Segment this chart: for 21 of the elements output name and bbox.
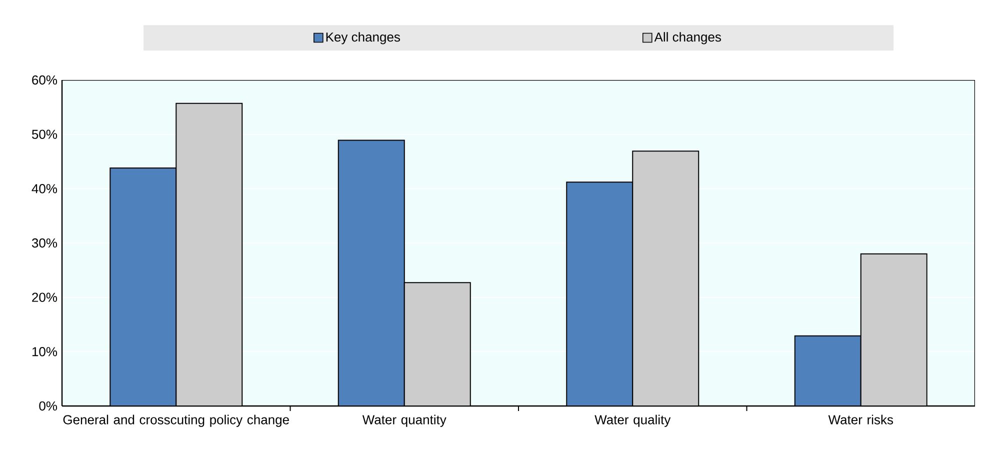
bar [860, 253, 928, 406]
y-tick-label: 40% [32, 184, 58, 194]
bar [404, 282, 471, 406]
x-tick-label: General and crosscuting policy change [63, 414, 289, 427]
bar [632, 150, 700, 406]
y-tick-label: 0% [39, 401, 58, 411]
legend-label: Key changes [326, 32, 400, 44]
x-tick-label: Water quantity [362, 414, 446, 427]
legend-label: All changes [654, 32, 721, 44]
y-tick-label: 50% [32, 130, 58, 139]
y-tick-label: 20% [32, 292, 58, 302]
bar [176, 102, 243, 406]
y-tick-label: 30% [32, 238, 58, 248]
y-tick-label: 60% [32, 75, 58, 85]
bar [794, 335, 862, 406]
y-tick-label: 10% [32, 347, 58, 356]
x-tick-label: Water risks [828, 414, 894, 424]
bar [566, 182, 634, 406]
x-tick-label: Water quality [594, 414, 671, 427]
bar [110, 168, 177, 406]
bar [338, 140, 405, 406]
